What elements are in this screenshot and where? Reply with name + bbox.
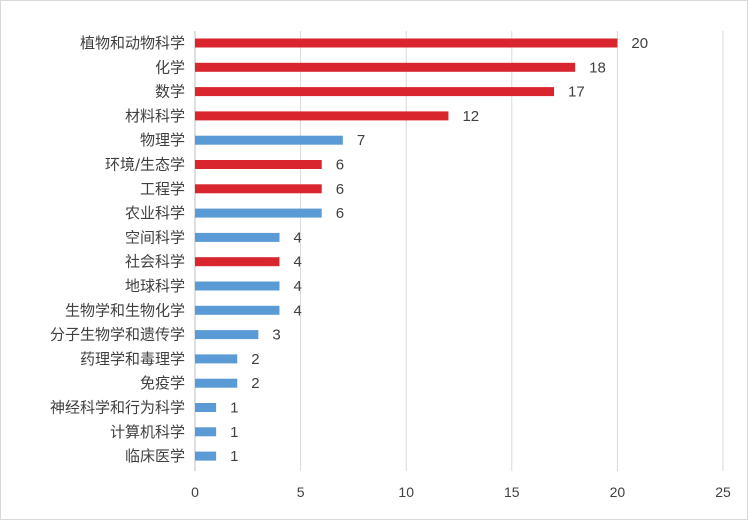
bar bbox=[195, 62, 576, 72]
bar bbox=[195, 38, 618, 48]
bar bbox=[195, 135, 343, 145]
data-label: 18 bbox=[589, 59, 606, 76]
category-label: 环境/生态学 bbox=[105, 156, 185, 174]
x-tick-label: 15 bbox=[504, 484, 520, 500]
data-label: 6 bbox=[336, 157, 344, 174]
bar bbox=[195, 403, 217, 412]
category-label: 免疫学 bbox=[140, 374, 185, 392]
bar bbox=[195, 257, 280, 267]
data-label: 4 bbox=[293, 302, 301, 319]
data-label: 20 bbox=[631, 35, 648, 52]
data-label: 4 bbox=[293, 278, 301, 295]
category-label: 物理学 bbox=[140, 131, 185, 149]
data-label: 2 bbox=[251, 351, 259, 368]
category-label: 神经科学和行为科学 bbox=[50, 399, 185, 417]
x-tick-label: 10 bbox=[398, 484, 414, 500]
bar bbox=[195, 330, 259, 340]
bar bbox=[195, 354, 238, 364]
category-label: 化学 bbox=[155, 58, 185, 76]
bar bbox=[195, 451, 217, 461]
bar bbox=[195, 305, 280, 315]
category-label: 材料科学 bbox=[125, 107, 185, 125]
data-label: 7 bbox=[357, 132, 365, 149]
category-label: 工程学 bbox=[140, 180, 185, 198]
bar bbox=[195, 232, 280, 242]
data-label: 3 bbox=[272, 327, 280, 344]
data-label: 4 bbox=[293, 229, 301, 246]
category-label: 计算机科学 bbox=[110, 423, 185, 441]
x-tick-label: 25 bbox=[715, 484, 731, 500]
bar bbox=[195, 378, 238, 388]
x-tick-label: 5 bbox=[297, 484, 305, 500]
category-label: 数学 bbox=[155, 83, 185, 101]
category-label: 临床医学 bbox=[125, 447, 185, 465]
bar bbox=[195, 111, 449, 121]
category-label: 社会科学 bbox=[125, 253, 185, 271]
data-label: 1 bbox=[230, 424, 238, 441]
bar bbox=[195, 87, 555, 97]
data-label: 2 bbox=[251, 375, 259, 392]
category-label: 生物学和生物化学 bbox=[65, 301, 185, 319]
bar bbox=[195, 208, 322, 218]
data-label: 6 bbox=[336, 181, 344, 198]
category-label: 空间科学 bbox=[125, 228, 185, 246]
bar bbox=[195, 184, 322, 194]
bar bbox=[195, 281, 280, 291]
data-label: 17 bbox=[568, 84, 585, 101]
category-label: 地球科学 bbox=[125, 277, 185, 295]
bar bbox=[195, 160, 322, 169]
category-label: 植物和动物科学 bbox=[80, 34, 185, 52]
bar bbox=[195, 427, 217, 437]
category-label: 药理学和毒理学 bbox=[80, 350, 185, 368]
data-label: 4 bbox=[293, 254, 301, 271]
data-label: 6 bbox=[336, 205, 344, 222]
data-label: 1 bbox=[230, 400, 238, 417]
data-label: 1 bbox=[230, 448, 238, 465]
data-label: 12 bbox=[462, 108, 479, 125]
x-tick-label: 20 bbox=[610, 484, 626, 500]
category-label: 农业科学 bbox=[125, 204, 185, 222]
category-label: 分子生物学和遗传学 bbox=[50, 326, 185, 344]
x-tick-label: 0 bbox=[191, 484, 199, 500]
